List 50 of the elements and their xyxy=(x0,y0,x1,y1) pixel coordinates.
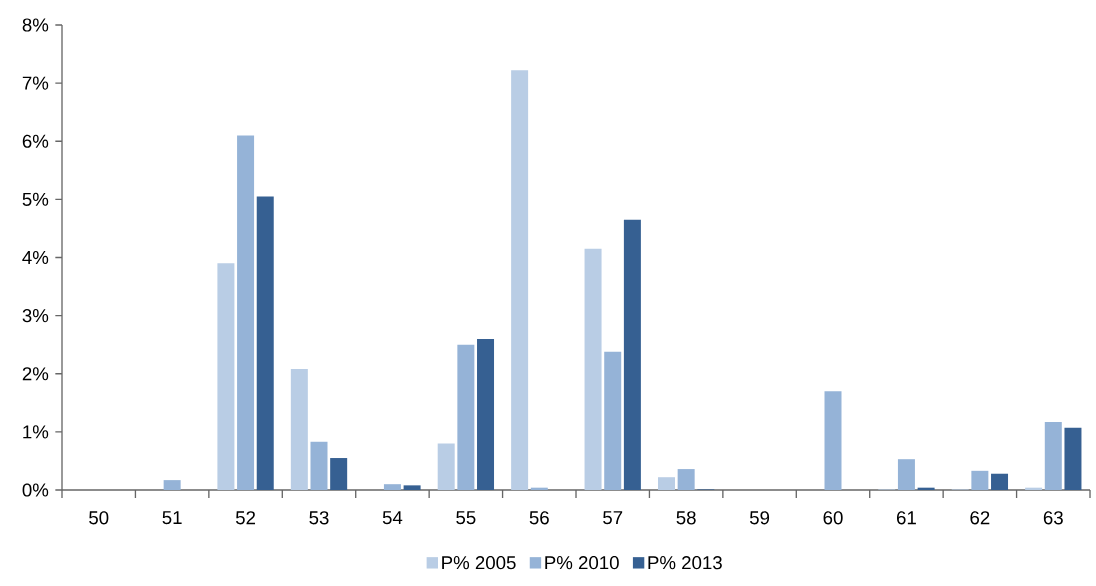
bar xyxy=(1044,422,1062,490)
bar xyxy=(1064,427,1082,490)
y-tick-label: 7% xyxy=(22,76,49,90)
bar xyxy=(403,485,421,490)
bar xyxy=(310,441,328,490)
x-tick-label: 52 xyxy=(235,511,256,525)
y-tick-label: 5% xyxy=(22,192,49,206)
x-tick-label: 58 xyxy=(676,511,696,525)
x-tick-label: 62 xyxy=(970,511,990,525)
bar xyxy=(991,473,1009,490)
bar xyxy=(477,338,495,490)
x-tick-label: 59 xyxy=(749,511,770,525)
legend-label: P% 2005 xyxy=(442,556,516,570)
bar xyxy=(677,469,695,490)
bar xyxy=(163,480,181,490)
x-tick-label: 55 xyxy=(456,511,476,525)
bar xyxy=(437,443,455,490)
x-tick-label: 63 xyxy=(1043,511,1063,525)
bar xyxy=(584,248,602,490)
x-tick-label: 57 xyxy=(603,511,623,525)
y-tick-label: 0% xyxy=(22,483,49,497)
y-tick-label: 2% xyxy=(22,367,49,381)
x-tick-label: 60 xyxy=(823,511,843,525)
y-tick-label: 6% xyxy=(22,134,49,148)
bar xyxy=(290,369,308,490)
x-tick-label: 56 xyxy=(529,511,549,525)
x-tick-label: 51 xyxy=(162,511,182,525)
bar xyxy=(330,458,348,490)
x-tick-label: 53 xyxy=(309,511,329,525)
y-tick-label: 3% xyxy=(22,309,49,323)
bar xyxy=(457,344,475,490)
legend-label: P% 2010 xyxy=(545,556,619,570)
bar xyxy=(256,196,274,490)
bar xyxy=(383,484,401,490)
bar xyxy=(217,263,235,490)
bar xyxy=(971,470,989,490)
bar xyxy=(657,477,675,490)
bar xyxy=(511,70,529,490)
bar xyxy=(623,219,641,490)
x-tick-label: 50 xyxy=(89,511,109,525)
legend-label: P% 2013 xyxy=(648,556,722,570)
x-tick-label: 54 xyxy=(382,511,403,525)
bar xyxy=(897,459,915,490)
x-tick-label: 61 xyxy=(897,511,916,525)
y-tick-label: 1% xyxy=(23,425,49,439)
bar xyxy=(604,351,622,490)
bar xyxy=(824,391,842,490)
y-tick-label: 8% xyxy=(22,18,49,32)
y-tick-label: 4% xyxy=(22,250,49,265)
bar xyxy=(237,135,255,490)
